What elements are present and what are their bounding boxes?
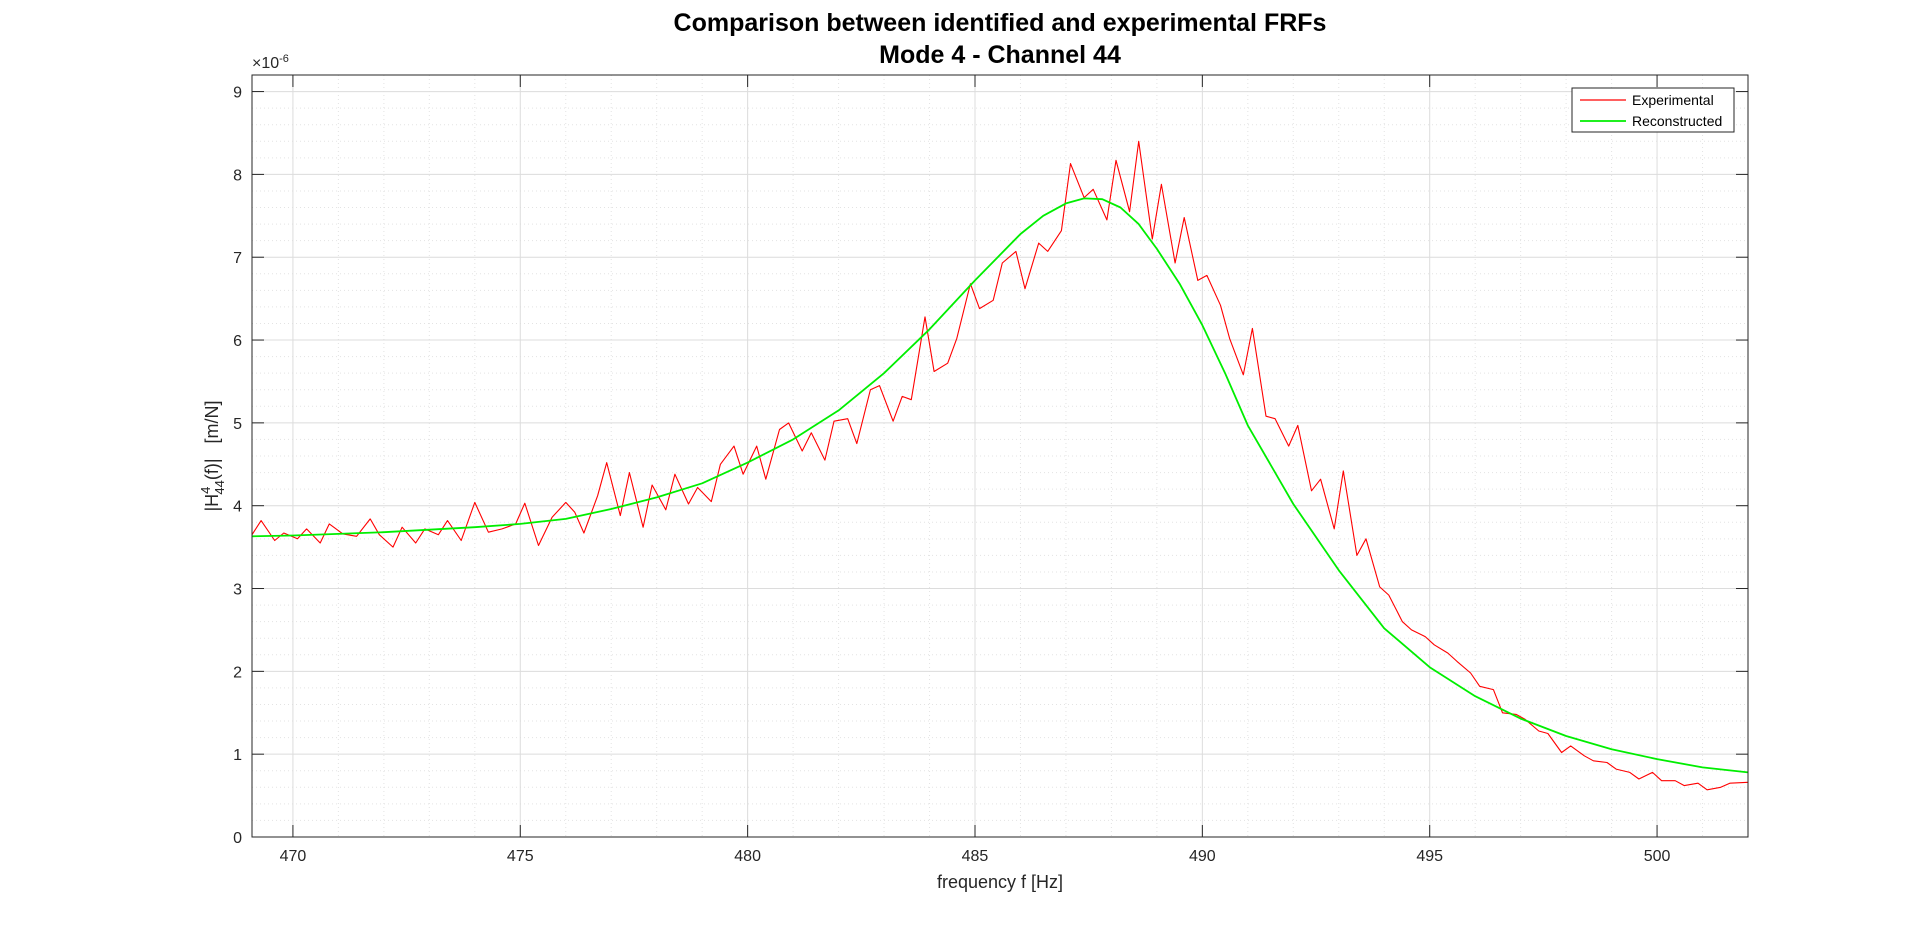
series-line-experimental [251, 140, 1749, 791]
chart-title: Comparison between identified and experi… [674, 9, 1327, 37]
legend-label-experimental: Experimental [1632, 92, 1714, 108]
y-tick-label: 4 [233, 499, 242, 516]
x-tick-label: 485 [962, 848, 989, 865]
y-tick-label: 1 [233, 747, 242, 764]
y-exponent-power: -6 [279, 53, 289, 65]
y-axis-label-close: (f)| [m/N] [202, 400, 222, 480]
y-exponent-base: ×10 [252, 55, 279, 72]
x-tick-label: 475 [507, 848, 534, 865]
y-axis-label-sub: 44 [212, 480, 227, 494]
series-layer [251, 140, 1749, 791]
y-tick-label: 6 [233, 333, 242, 350]
y-axis-label-sup: 4 [198, 487, 213, 494]
legend-box [1571, 87, 1735, 133]
x-tick-label: 470 [280, 848, 307, 865]
x-tick-label: 490 [1189, 848, 1216, 865]
x-tick-label: 495 [1416, 848, 1443, 865]
y-tick-label: 0 [233, 830, 242, 847]
y-tick-label: 2 [233, 664, 242, 681]
y-tick-label: 5 [233, 416, 242, 433]
y-tick-label: 3 [233, 582, 242, 599]
x-axis-label: frequency f [Hz] [937, 872, 1063, 892]
chart-subtitle: Mode 4 - Channel 44 [879, 41, 1121, 69]
y-tick-label: 9 [233, 85, 242, 102]
y-tick-label: 8 [233, 167, 242, 184]
tick-marks [252, 75, 1748, 838]
y-exponent-label: ×10-6 [252, 53, 289, 72]
y-axis-label: |H444(f)| [m/N] [198, 400, 227, 511]
y-tick-labels: 0 1 2 3 4 5 6 7 8 9 [233, 85, 242, 847]
x-tick-label: 500 [1644, 848, 1671, 865]
legend: Experimental Reconstructed [1571, 87, 1735, 133]
x-tick-labels: 470 475 480 485 490 495 500 [280, 848, 1671, 865]
legend-label-reconstructed: Reconstructed [1632, 113, 1722, 129]
y-axis-label-open: |H [202, 494, 222, 512]
series-line-reconstructed [251, 197, 1749, 774]
y-tick-label: 7 [233, 250, 242, 267]
major-grid [252, 75, 1748, 838]
plot-frame [251, 74, 1749, 838]
minor-grid [252, 75, 1749, 837]
x-tick-label: 480 [734, 848, 761, 865]
